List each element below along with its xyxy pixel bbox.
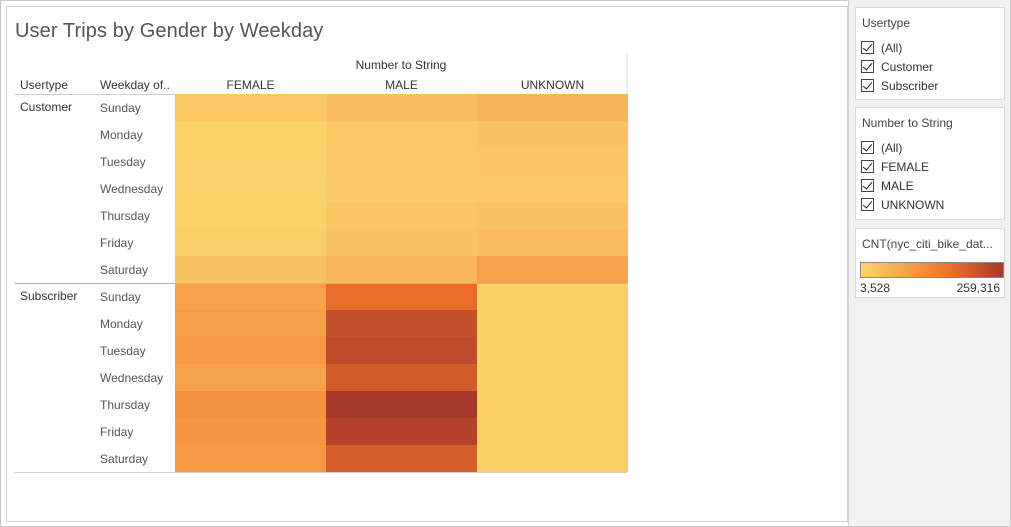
heatmap-cell bbox=[326, 364, 477, 391]
filter-option-label: Subscriber bbox=[881, 78, 939, 93]
weekday-label: Monday bbox=[100, 317, 143, 331]
side-panel: Usertype (All) Customer Subscriber Number … bbox=[848, 0, 1010, 526]
color-legend-max-label: 259,316 bbox=[956, 281, 1000, 295]
filter-options: (All) FEMALE MALE UNKNOWN bbox=[856, 138, 1004, 218]
heatmap-cell bbox=[326, 202, 477, 229]
heatmap-cell bbox=[477, 148, 628, 175]
heatmap-chart: Number to String Usertype Weekday of.. FEMA… bbox=[14, 54, 628, 473]
heatmap-cell bbox=[175, 175, 326, 202]
weekday-label: Wednesday bbox=[100, 371, 163, 385]
heatmap-cell bbox=[477, 418, 628, 445]
heatmap-cell bbox=[326, 310, 477, 337]
column-header: FEMALE bbox=[226, 78, 274, 92]
heatmap-cell bbox=[326, 337, 477, 364]
heatmap-cell bbox=[477, 202, 628, 229]
heatmap-cell bbox=[326, 121, 477, 148]
weekday-label: Saturday bbox=[100, 263, 148, 277]
color-legend-gradient bbox=[860, 262, 1004, 278]
weekday-label: Wednesday bbox=[100, 182, 163, 196]
heatmap-cell bbox=[175, 337, 326, 364]
heatmap-cell bbox=[326, 94, 477, 121]
heatmap-cell bbox=[477, 94, 628, 121]
filter-option-label: (All) bbox=[881, 40, 903, 55]
row-header-weekday: Weekday of.. bbox=[100, 78, 170, 92]
weekday-label: Sunday bbox=[100, 101, 141, 115]
heatmap-cell bbox=[175, 94, 326, 121]
checkbox-checked-icon[interactable] bbox=[861, 160, 874, 173]
heatmap-cell bbox=[326, 229, 477, 256]
filter-option[interactable]: MALE bbox=[861, 176, 1004, 195]
heatmap-cell bbox=[477, 229, 628, 256]
heatmap-cell bbox=[326, 256, 477, 283]
heatmap-cell bbox=[175, 445, 326, 472]
heatmap-cell bbox=[477, 391, 628, 418]
heatmap-cell bbox=[477, 175, 628, 202]
heatmap-cell bbox=[477, 445, 628, 472]
checkbox-checked-icon[interactable] bbox=[861, 141, 874, 154]
weekday-label: Monday bbox=[100, 128, 143, 142]
checkbox-checked-icon[interactable] bbox=[861, 198, 874, 211]
column-group-label: Number to String bbox=[356, 58, 447, 72]
weekday-label: Thursday bbox=[100, 209, 150, 223]
weekday-label: Friday bbox=[100, 236, 133, 250]
heatmap-cell bbox=[175, 364, 326, 391]
heatmap-cell bbox=[326, 175, 477, 202]
color-legend-card: CNT(nyc_citi_bike_dat... 3,528 259,316 bbox=[855, 228, 1005, 298]
usertype-group-label: Subscriber bbox=[20, 289, 77, 303]
filter-option-label: FEMALE bbox=[881, 159, 930, 174]
heatmap-cell bbox=[175, 202, 326, 229]
checkbox-checked-icon[interactable] bbox=[861, 60, 874, 73]
sheet-title: User Trips by Gender by Weekday bbox=[15, 20, 324, 42]
usertype-group-label: Customer bbox=[20, 100, 72, 114]
filter-options: (All) Customer Subscriber bbox=[856, 38, 1004, 99]
weekday-label: Friday bbox=[100, 425, 133, 439]
heatmap-cell bbox=[477, 310, 628, 337]
weekday-label: Tuesday bbox=[100, 344, 146, 358]
checkbox-checked-icon[interactable] bbox=[861, 41, 874, 54]
heatmap-cell bbox=[175, 256, 326, 283]
filter-option[interactable]: Subscriber bbox=[861, 76, 1004, 95]
heatmap-cell bbox=[175, 121, 326, 148]
filter-option[interactable]: UNKNOWN bbox=[861, 195, 1004, 214]
heatmap-cell bbox=[477, 256, 628, 283]
weekday-label: Sunday bbox=[100, 290, 141, 304]
heatmap-cell bbox=[175, 283, 326, 310]
row-header-usertype: Usertype bbox=[20, 78, 68, 92]
filter-option-label: UNKNOWN bbox=[881, 197, 945, 212]
filter-option[interactable]: FEMALE bbox=[861, 157, 1004, 176]
filter-option-label: Customer bbox=[881, 59, 934, 74]
filter-option[interactable]: (All) bbox=[861, 38, 1004, 57]
heatmap-cell bbox=[326, 445, 477, 472]
checkbox-checked-icon[interactable] bbox=[861, 179, 874, 192]
weekday-label: Thursday bbox=[100, 398, 150, 412]
weekday-label: Tuesday bbox=[100, 155, 146, 169]
heatmap-cell bbox=[175, 229, 326, 256]
checkbox-checked-icon[interactable] bbox=[861, 79, 874, 92]
column-header: UNKNOWN bbox=[521, 78, 584, 92]
heatmap-cell bbox=[175, 418, 326, 445]
color-legend-min-label: 3,528 bbox=[860, 281, 891, 295]
filter-title: Usertype bbox=[862, 16, 911, 30]
filter-option-label: (All) bbox=[881, 140, 903, 155]
heatmap-cell bbox=[326, 418, 477, 445]
heatmap-cell bbox=[326, 283, 477, 310]
weekday-label: Saturday bbox=[100, 452, 148, 466]
filter-option[interactable]: (All) bbox=[861, 138, 1004, 157]
filter-title: Number to String bbox=[862, 116, 953, 130]
usertype-filter-card: Usertype (All) Customer Subscriber bbox=[855, 7, 1005, 100]
filter-option-label: MALE bbox=[881, 178, 914, 193]
gender-filter-card: Number to String (All) FEMALE MALE UNKNOWN bbox=[855, 107, 1005, 220]
heatmap-cell bbox=[477, 364, 628, 391]
heatmap-cell bbox=[477, 337, 628, 364]
color-legend-title: CNT(nyc_citi_bike_dat... bbox=[862, 237, 993, 251]
heatmap-cell bbox=[477, 121, 628, 148]
heatmap-cell bbox=[326, 391, 477, 418]
heatmap-cell bbox=[175, 391, 326, 418]
heatmap-cell bbox=[175, 310, 326, 337]
heatmap-cell bbox=[326, 148, 477, 175]
heatmap-cell bbox=[477, 283, 628, 310]
column-header: MALE bbox=[385, 78, 418, 92]
filter-option[interactable]: Customer bbox=[861, 57, 1004, 76]
heatmap-cell bbox=[175, 148, 326, 175]
